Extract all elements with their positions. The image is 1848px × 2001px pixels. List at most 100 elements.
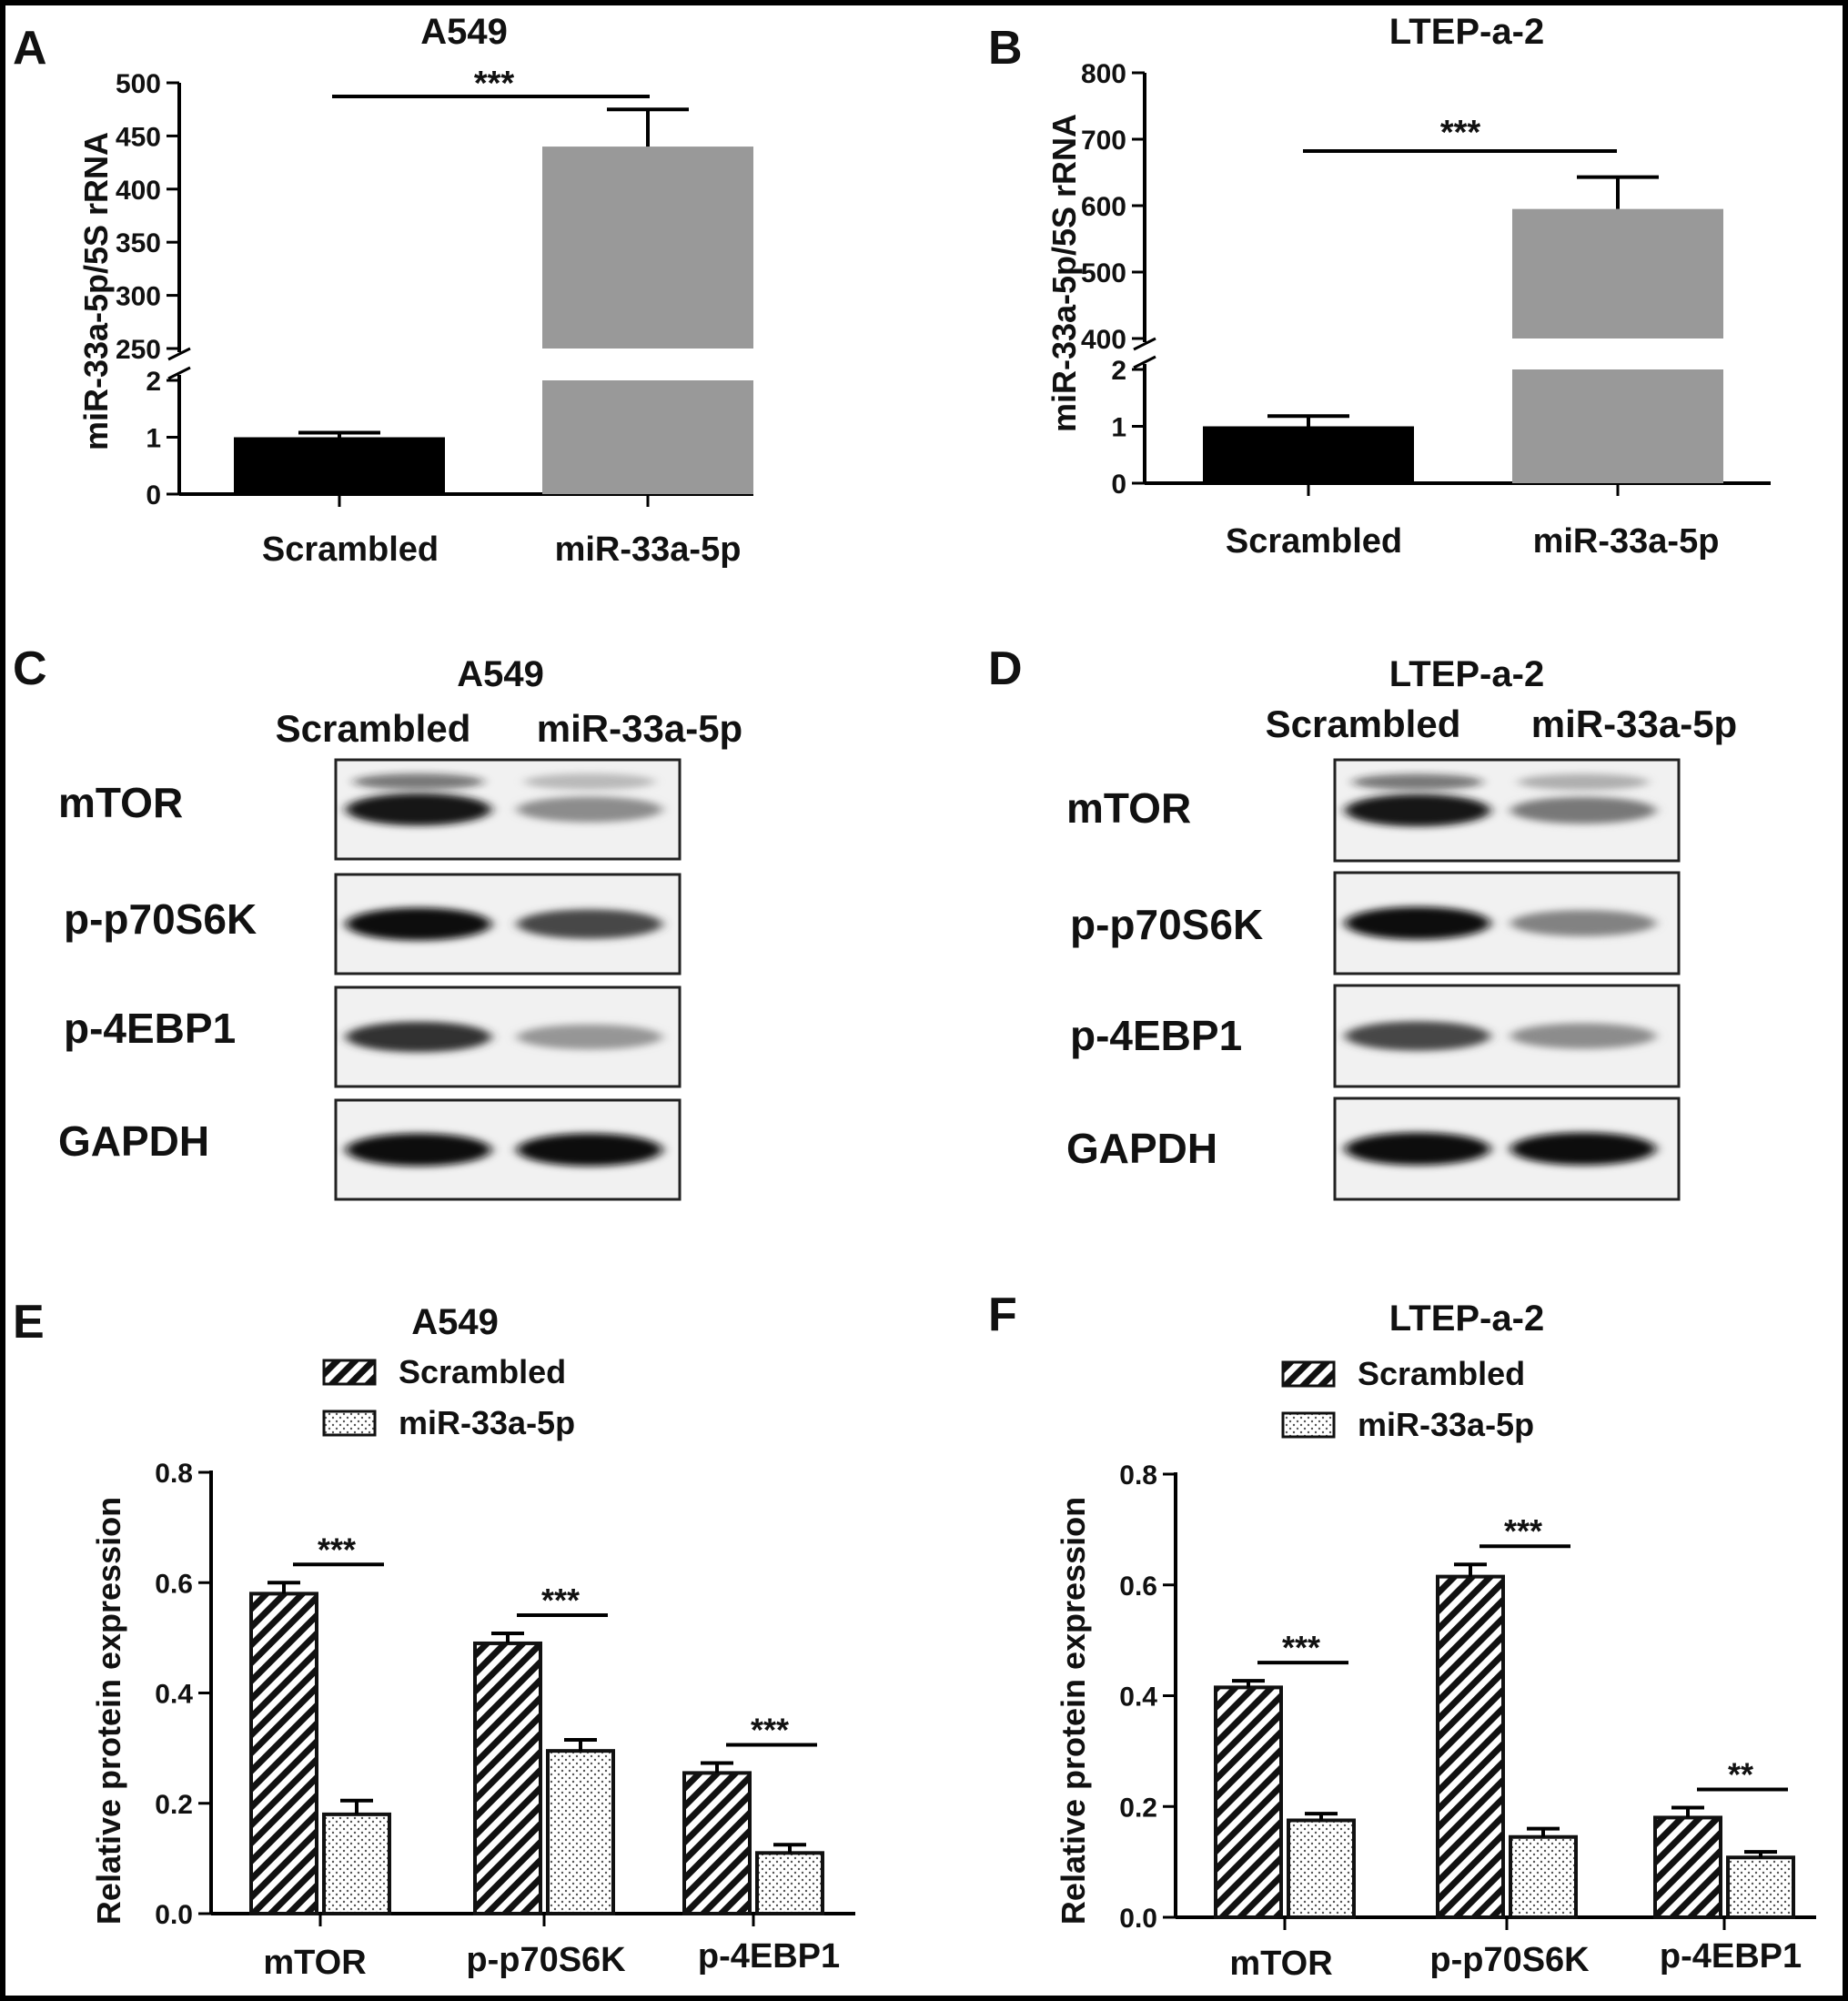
bar [755,1851,824,1915]
bar [1512,369,1723,483]
y-tick-label: 350 [116,228,161,258]
y-tick-label: 400 [116,176,161,206]
y-tick-label: 2 [1111,356,1126,386]
panel-letter-C: C [13,642,47,695]
blot-band [1345,1021,1490,1051]
legend-label: Scrambled [399,1353,566,1390]
bar [542,147,753,349]
y-tick-label: 500 [1081,258,1126,288]
blot-band [1510,796,1656,824]
panel-c-row-label: GAPDH [58,1117,209,1165]
axis-break-mark [167,366,191,380]
y-tick-label: 0.4 [1119,1683,1157,1713]
significance-label: *** [541,1582,580,1619]
panel-c-title: A549 [457,654,544,694]
significance-label: *** [1504,1512,1542,1550]
blot-band [517,796,662,823]
y-tick-label: 400 [1081,325,1126,355]
panel-d-title: LTEP-a-2 [1389,654,1544,694]
blot-band [346,1021,491,1053]
panel-b-category-label: miR-33a-5p [1533,522,1720,561]
y-tick-label: 0.2 [1119,1793,1157,1823]
blot-band [517,1024,662,1050]
blot-band [1510,910,1656,936]
panel-letter-E: E [13,1296,45,1349]
panel-d-row-label: GAPDH [1066,1125,1217,1172]
blot-band [1345,1132,1490,1166]
significance-label: ** [1728,1755,1753,1793]
y-tick-label: 0.0 [155,1900,193,1930]
blot-band [517,1133,662,1167]
bar [542,380,753,494]
panel-letter-F: F [988,1289,1017,1341]
y-tick-label: 0.6 [1119,1571,1157,1602]
panel-b-chart: LTEP-a-2 miR-33a-5p/5S rRNA Scrambled mi… [1045,12,1771,561]
panel-b-title: LTEP-a-2 [1389,12,1544,52]
bar [1287,1818,1356,1919]
y-tick-label: 500 [116,69,161,99]
panel-e-category-label: mTOR [263,1944,366,1982]
panel-letter-D: D [988,642,1023,695]
panel-f-title: LTEP-a-2 [1389,1299,1544,1339]
panel-f-chart: LTEP-a-2 Relative protein expression Scr… [1055,1299,1816,1983]
legend-swatch-scrambled [1281,1360,1336,1388]
panel-d-lane-label: miR-33a-5p [1531,702,1737,745]
panel-d-row-label: p-p70S6K [1070,901,1263,948]
blot-band [1510,1132,1656,1166]
panel-d-row-label: p-4EBP1 [1070,1012,1242,1059]
blot-band [524,773,655,790]
bar [322,1812,391,1915]
panel-e-chart: A549 Relative protein expression Scrambl… [90,1302,855,1982]
blot-band [1518,773,1649,791]
blot-band [346,1133,491,1167]
blot-band [517,909,662,939]
y-tick-label: 0.8 [1119,1460,1157,1491]
panel-e-category-label: p-4EBP1 [698,1937,840,1976]
bar [1726,1855,1795,1920]
bar [1214,1685,1283,1920]
bar [1512,208,1723,339]
panel-a-category-label: miR-33a-5p [555,531,742,569]
bar [1436,1574,1505,1920]
panel-f-category-label: p-p70S6K [1429,1941,1590,1979]
y-tick-label: 300 [116,282,161,312]
panel-f-category-label: mTOR [1229,1945,1332,1983]
significance-label: *** [318,1531,356,1568]
y-tick-label: 0.8 [155,1459,193,1489]
legend-swatch-mir [1281,1411,1336,1439]
y-tick-label: 0 [1111,470,1126,500]
panel-c-row-label: p-4EBP1 [64,1005,236,1052]
panel-b-category-label: Scrambled [1226,522,1402,561]
y-tick-label: 700 [1081,126,1126,156]
bar [1509,1834,1578,1919]
y-tick-label: 600 [1081,192,1126,222]
bar [546,1749,615,1915]
blot-band [1352,773,1483,791]
panel-d-lane-label: Scrambled [1266,702,1461,745]
bar [473,1641,542,1915]
bar [234,437,445,494]
bar [682,1771,752,1915]
legend-swatch-mir [322,1410,377,1437]
y-tick-label: 2 [146,367,161,397]
axis-break-mark [1133,337,1156,351]
legend-label: miR-33a-5p [399,1404,575,1441]
blot-band [346,907,491,941]
panel-a-title: A549 [420,12,508,52]
y-tick-label: 800 [1081,59,1126,89]
blot-band [1510,1023,1656,1049]
blot-band [1345,793,1490,827]
legend-label: Scrambled [1358,1355,1525,1392]
y-tick-label: 1 [146,424,161,454]
significance-label: *** [1282,1629,1320,1666]
y-tick-label: 450 [116,122,161,152]
blot-band [353,773,484,790]
bar [249,1592,318,1915]
y-tick-label: 0.6 [155,1569,193,1599]
panel-d-row-label: mTOR [1066,784,1191,832]
bar [1653,1815,1722,1920]
blot-band [346,793,491,826]
axis-break-mark [1133,355,1156,369]
